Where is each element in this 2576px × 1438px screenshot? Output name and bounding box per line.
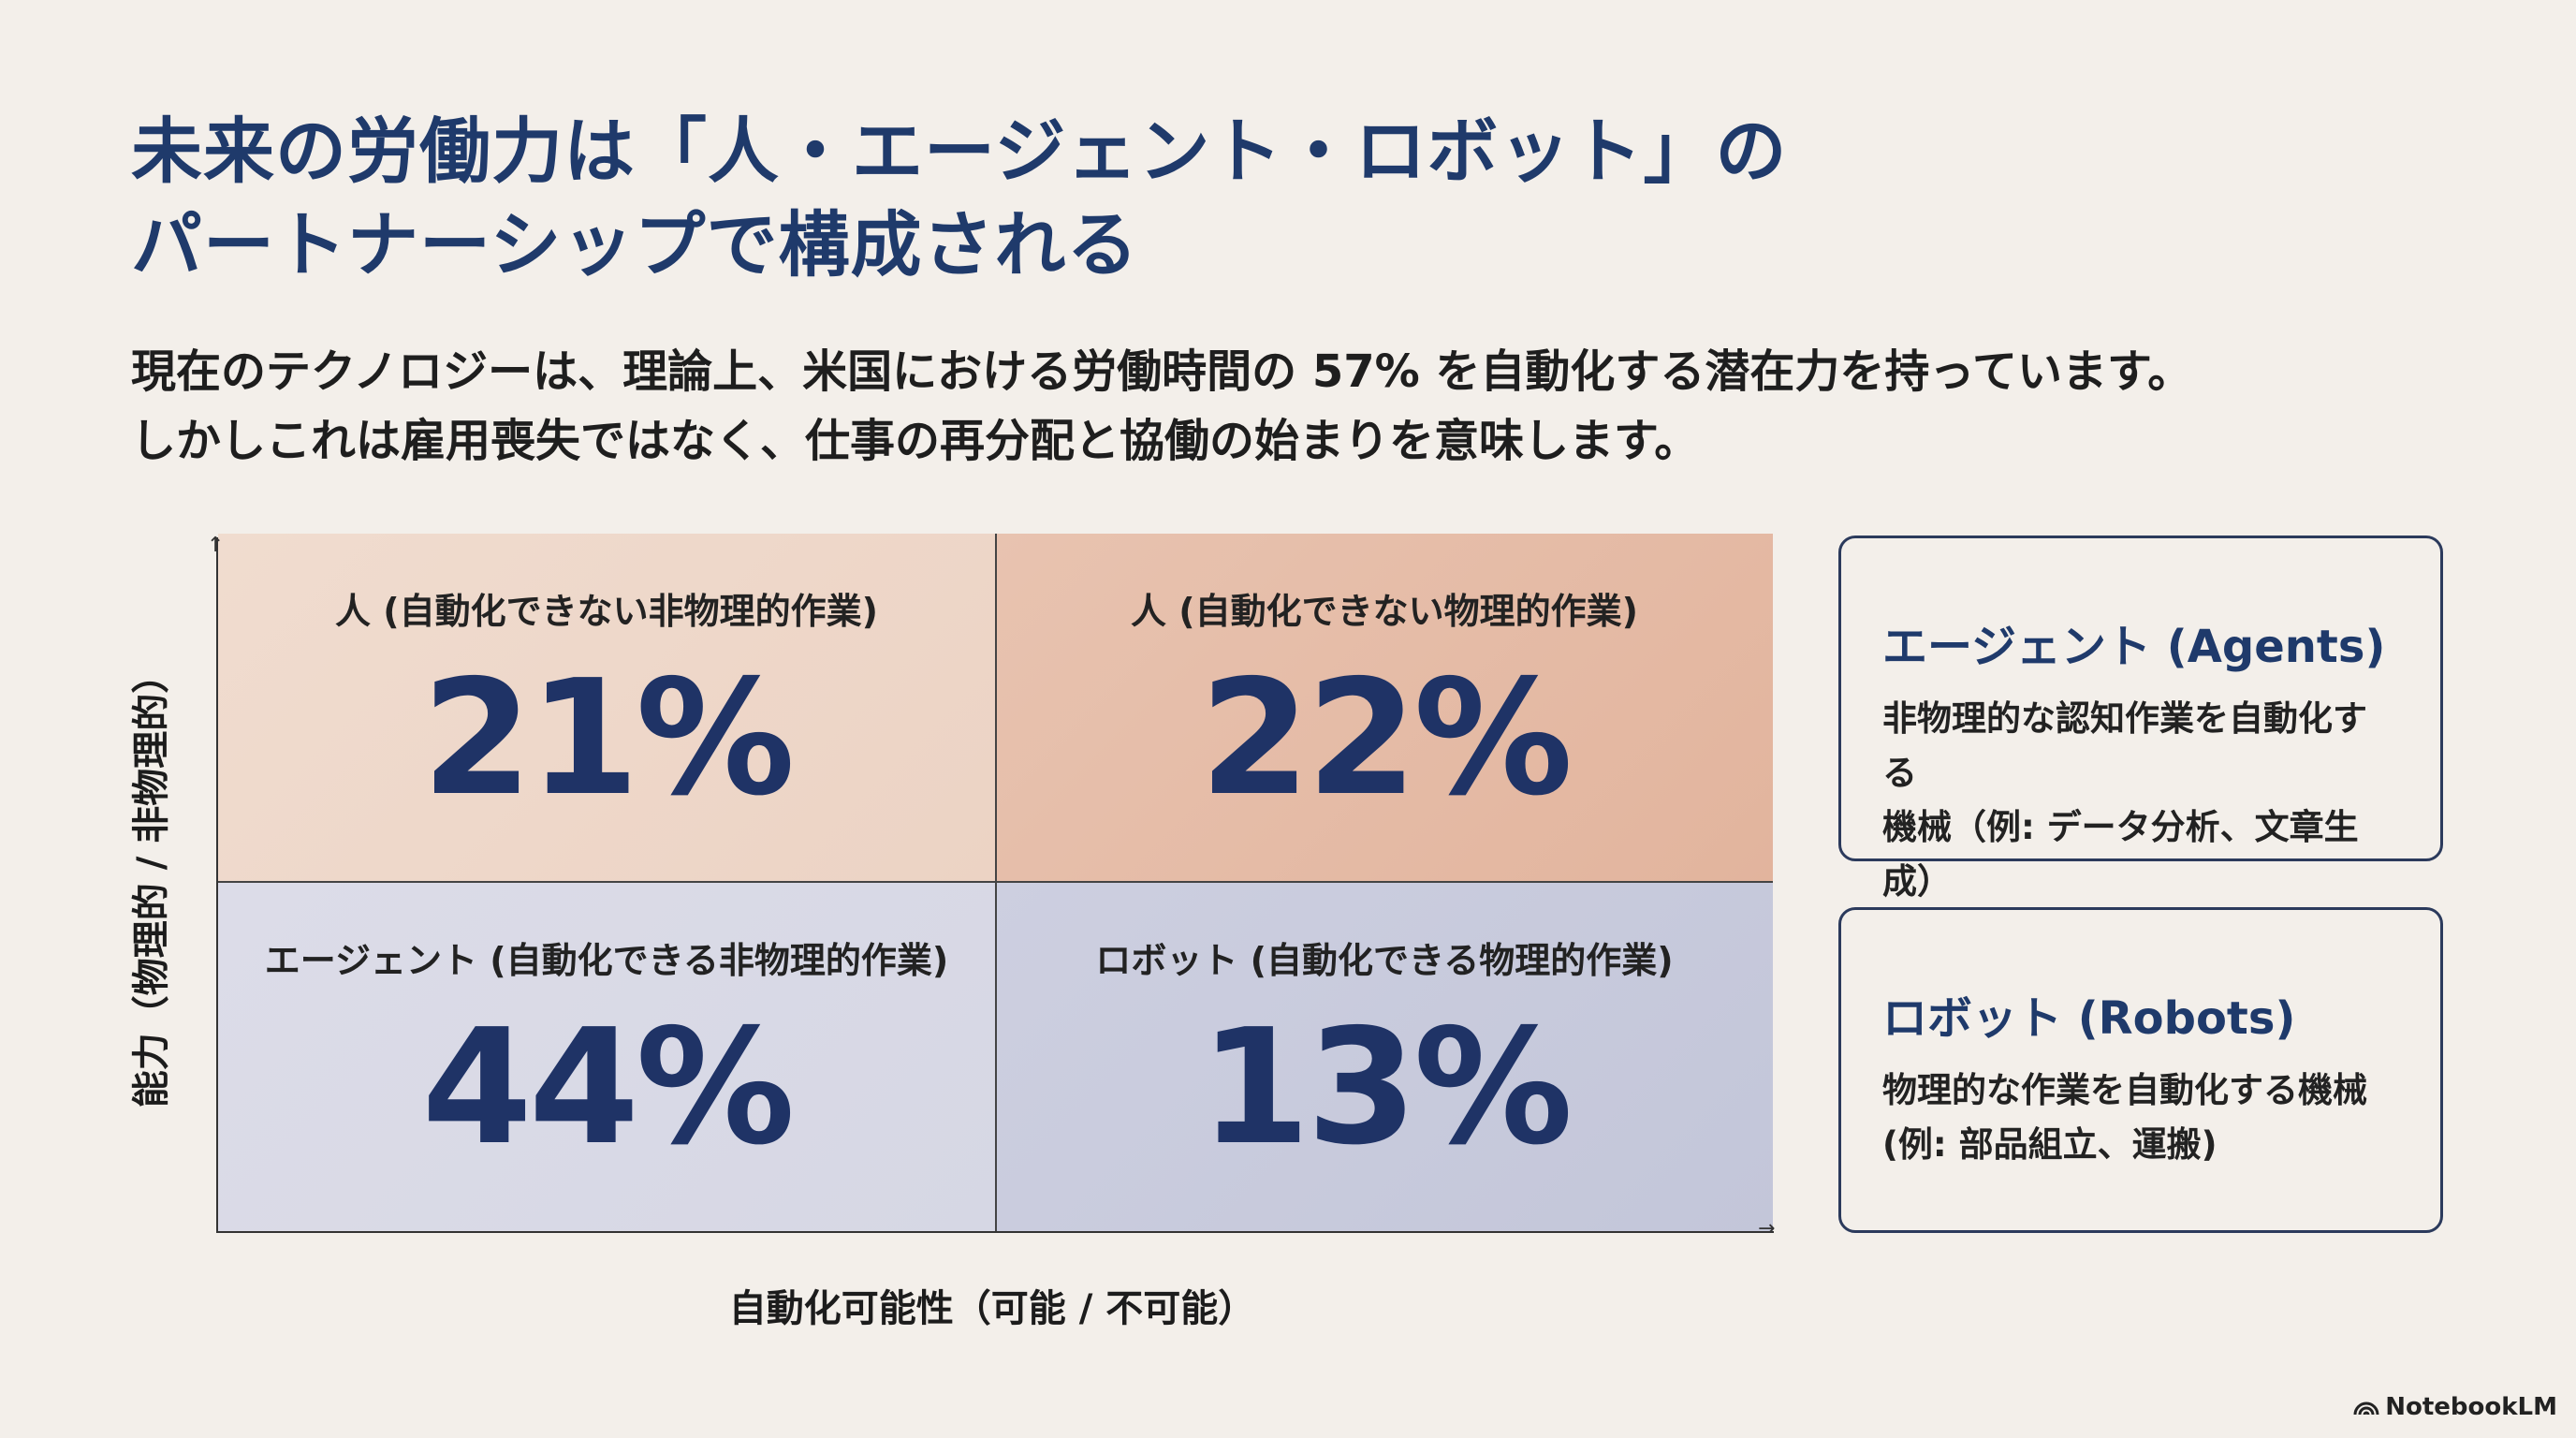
arrow-up-icon: ↑ [207, 534, 225, 557]
x-axis-label: 自動化可能性（可能 / 不可能） [728, 1287, 1256, 1330]
y-axis-label: 能力（物理的 / 非物理的） [130, 655, 173, 1108]
x-axis-line [216, 1231, 1774, 1233]
horizontal-divider [218, 881, 1773, 883]
workforce-matrix: 人 (自動化できない非物理的作業) 21% 人 (自動化できない物理的作業) 2… [218, 534, 1773, 1231]
subtitle: 現在のテクノロジーは、理論上、米国における労働時間の 57% を自動化する潜在力… [131, 337, 2192, 476]
robots-card: ロボット (Robots) 物理的な作業を自動化する機械 (例: 部品組立、運搬… [1838, 907, 2443, 1233]
notebooklm-watermark: NotebookLM [2353, 1393, 2557, 1421]
page-title: 未来の労働力は「人・エージェント・ロボット」の パートナーシップで構成される [131, 105, 1787, 292]
brand-name: NotebookLM [2385, 1393, 2557, 1421]
agents-card: エージェント (Agents) 非物理的な認知作業を自動化する 機械（例: デー… [1838, 536, 2443, 902]
cell-agent: エージェント (自動化できる非物理的作業) 44% [218, 883, 995, 1231]
card-title: ロボット (Robots) [1882, 992, 2296, 1045]
cell-value: 22% [1199, 646, 1573, 831]
cell-human-physical: 人 (自動化できない物理的作業) 22% [996, 534, 1773, 882]
y-axis-line [216, 537, 218, 1233]
title-line-2: パートナーシップで構成される [131, 203, 1139, 286]
cell-label: 人 (自動化できない物理的作業) [1131, 591, 1638, 632]
cell-value: 44% [421, 995, 796, 1181]
card-description: 非物理的な認知作業を自動化する 機械（例: データ分析、文章生成） [1882, 692, 2399, 909]
cell-label: ロボット (自動化できる物理的作業) [1095, 940, 1674, 981]
title-line-1: 未来の労働力は「人・エージェント・ロボット」の [131, 110, 1788, 193]
card-desc-line: 物理的な作業を自動化する機械 [1882, 1070, 2367, 1110]
cell-human-nonphysical: 人 (自動化できない非物理的作業) 21% [218, 534, 995, 882]
cell-label: 人 (自動化できない非物理的作業) [335, 591, 878, 632]
cell-label: エージェント (自動化できる非物理的作業) [264, 940, 949, 981]
arrow-right-icon: → [1758, 1217, 1776, 1240]
card-desc-line: 機械（例: データ分析、文章生成） [1882, 807, 2359, 902]
subtitle-line-1: 現在のテクノロジーは、理論上、米国における労働時間の 57% を自動化する潜在力… [131, 345, 2193, 398]
cell-robot: ロボット (自動化できる物理的作業) 13% [996, 883, 1773, 1231]
card-desc-line: 非物理的な認知作業を自動化する [1882, 698, 2367, 793]
notebooklm-logo-icon [2353, 1401, 2379, 1416]
cell-value: 21% [421, 646, 796, 831]
subtitle-line-2: しかしこれは雇用喪失ではなく、仕事の再分配と協働の始まりを意味します。 [131, 415, 1700, 467]
card-desc-line: (例: 部品組立、運搬) [1882, 1124, 2217, 1165]
card-description: 物理的な作業を自動化する機械 (例: 部品組立、運搬) [1882, 1064, 2399, 1172]
card-title: エージェント (Agents) [1882, 621, 2386, 673]
cell-value: 13% [1199, 995, 1573, 1181]
